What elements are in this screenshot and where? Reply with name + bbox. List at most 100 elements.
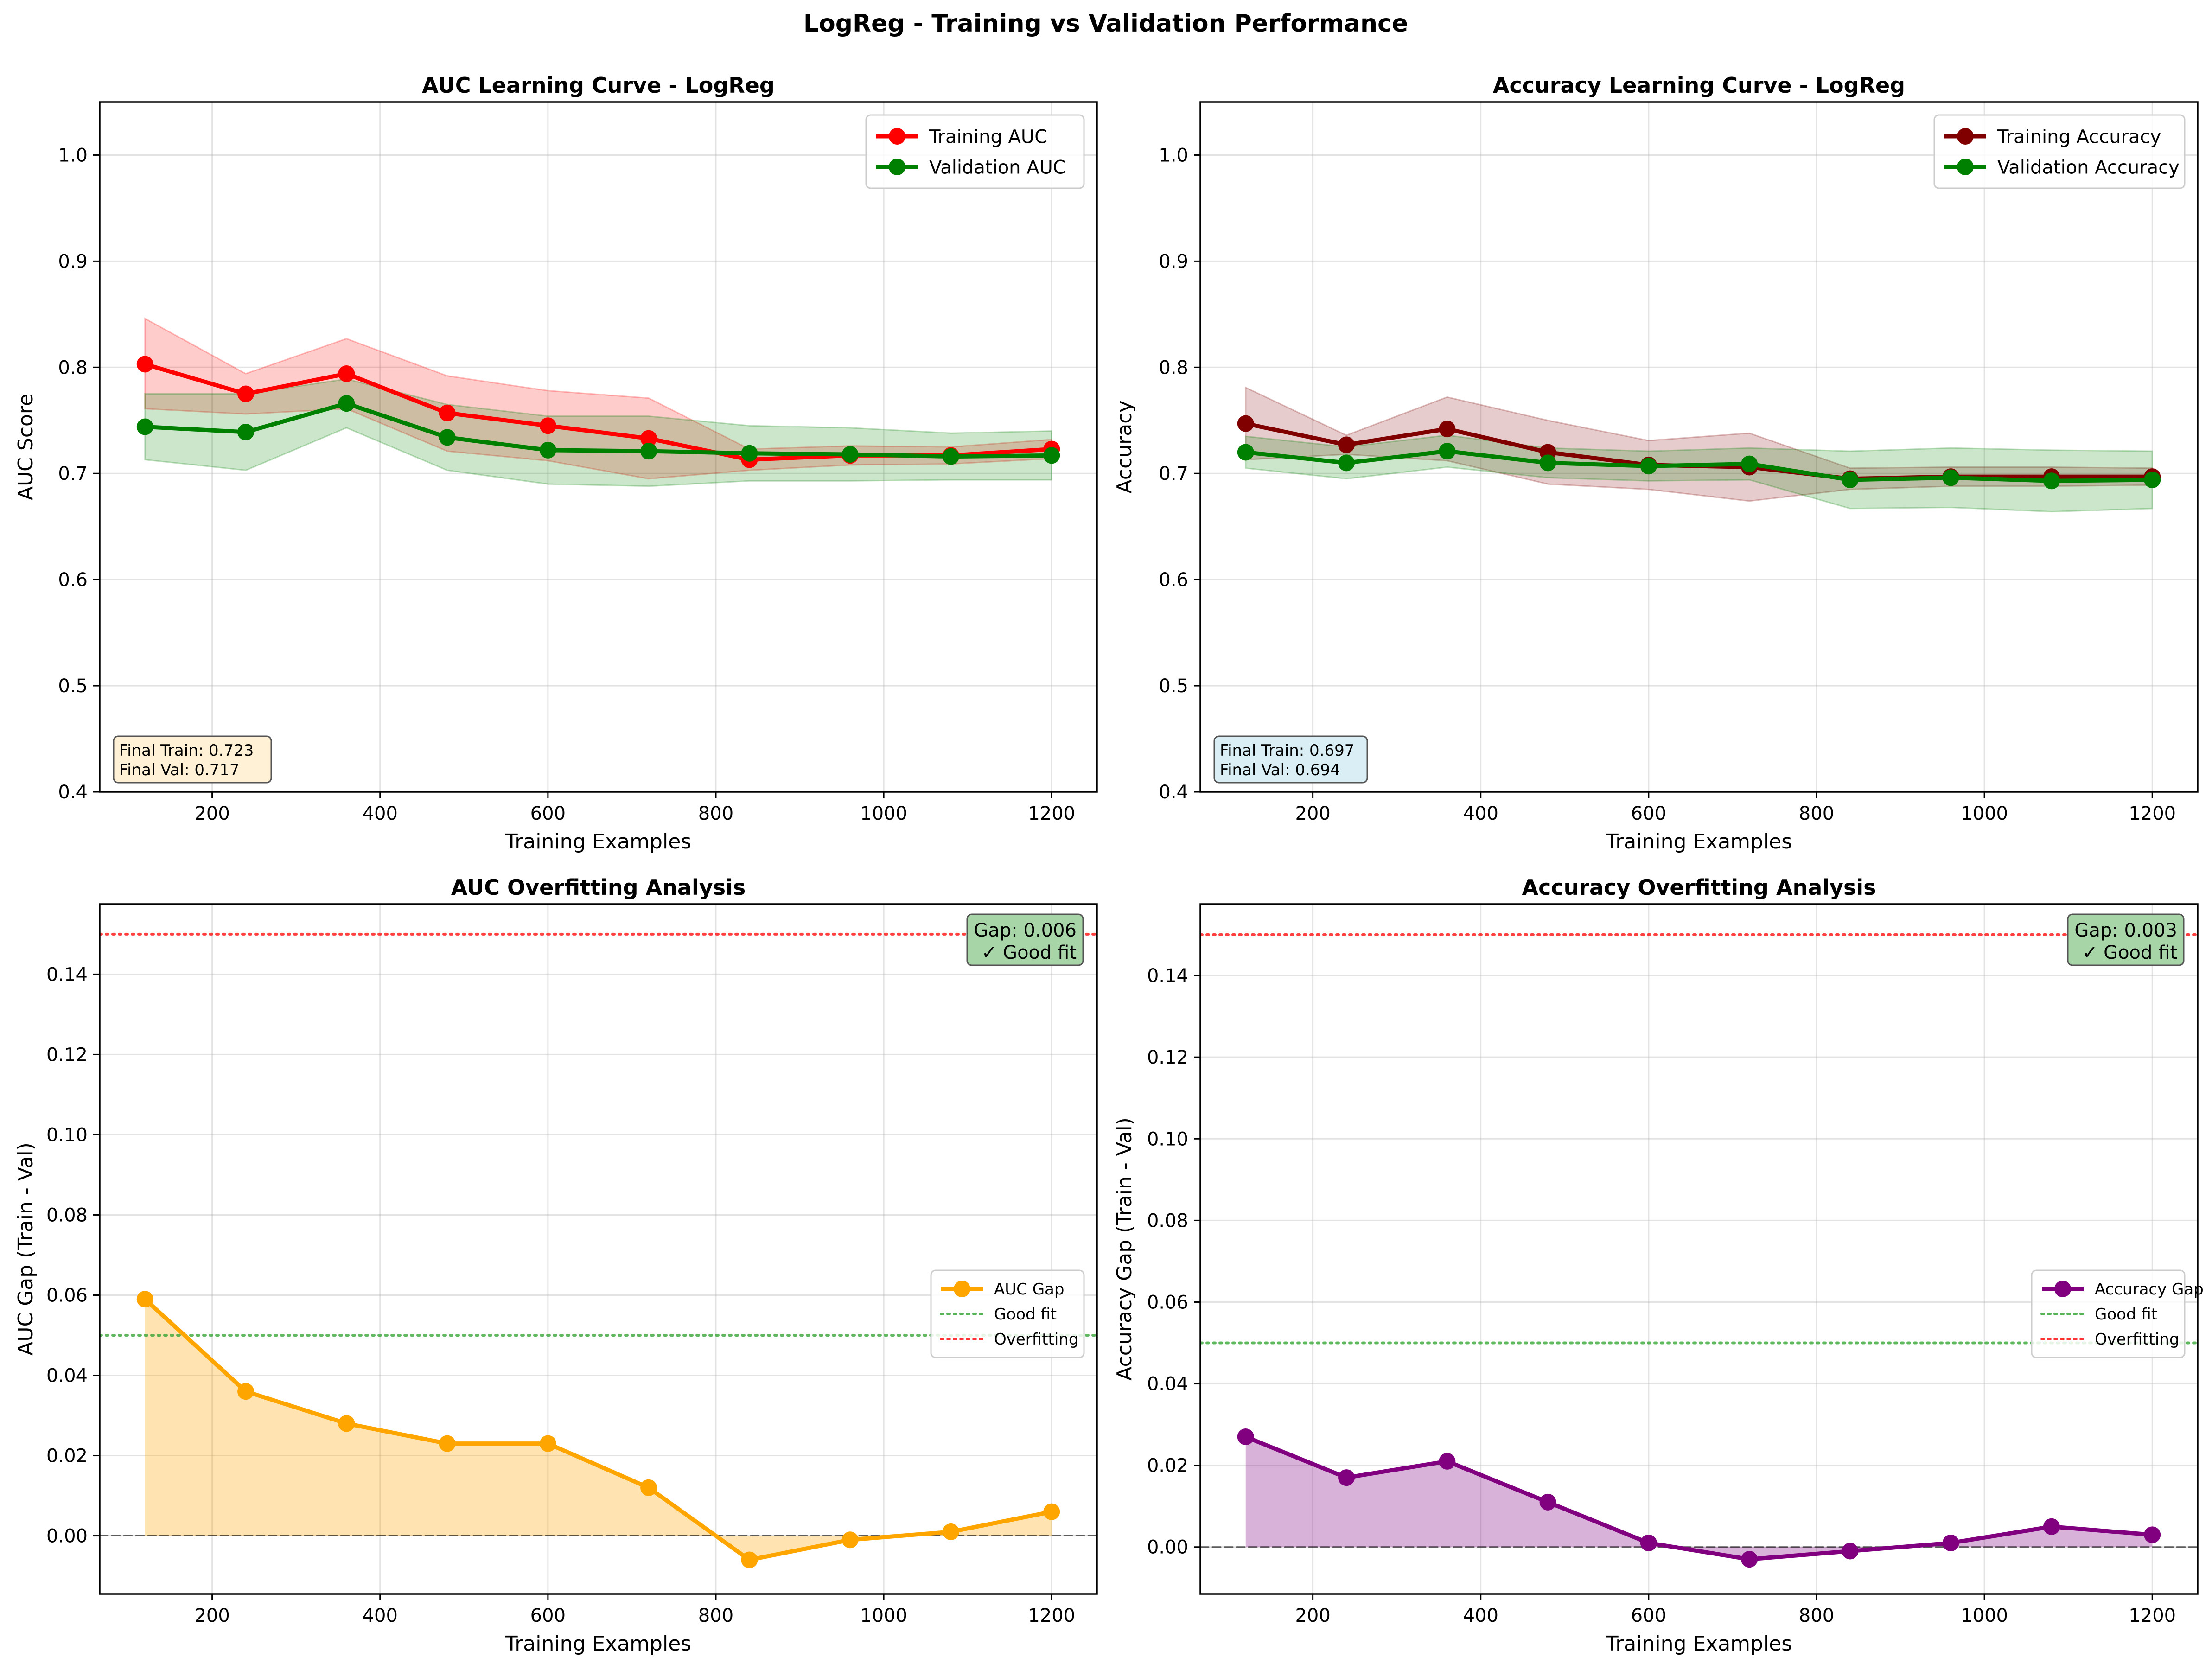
data-point [1237, 444, 1254, 461]
y-tick-label: 0.02 [46, 1446, 88, 1467]
y-axis-label: AUC Score [14, 394, 38, 500]
y-tick-label: 0.06 [46, 1285, 88, 1306]
data-point [237, 423, 255, 440]
data-point [1640, 1534, 1657, 1551]
data-point [439, 404, 456, 421]
data-point [1338, 436, 1355, 453]
data-point [2043, 472, 2060, 490]
y-tick-label: 0.4 [1159, 782, 1188, 803]
data-point [1043, 447, 1060, 464]
x-tick-label: 200 [1295, 803, 1330, 824]
legend-label: Validation AUC [929, 157, 1066, 178]
x-tick-label: 1000 [860, 803, 907, 824]
axes-frame [1199, 101, 2199, 793]
info-box [113, 735, 272, 784]
chart-title: Accuracy Overfitting Analysis [1522, 875, 1876, 900]
legend: Training AUC Validation AUC [865, 114, 1085, 189]
legend-marker [1957, 128, 1974, 145]
y-tick-label: 0.04 [1147, 1374, 1188, 1395]
legend: AUC Gap Good fit Overfitting [930, 1269, 1085, 1358]
legend-label: Overfitting [2095, 1330, 2179, 1349]
x-tick-label: 1200 [1028, 1605, 1075, 1626]
y-tick-label: 0.14 [1147, 965, 1188, 987]
x-tick-label: 800 [1799, 1605, 1834, 1626]
y-tick-label: 0.12 [1147, 1047, 1188, 1068]
data-point [439, 1435, 456, 1452]
x-tick-label: 200 [1295, 1605, 1330, 1626]
legend-marker [954, 1281, 970, 1297]
data-point [1539, 1493, 1556, 1511]
y-tick-label: 1.0 [58, 145, 88, 166]
data-point [1338, 1469, 1355, 1486]
data-point [1640, 458, 1657, 475]
data-point [237, 1383, 255, 1400]
y-tick-label: 0.8 [1159, 357, 1188, 378]
legend-frame [1933, 114, 2186, 189]
chart-title: AUC Overfitting Analysis [451, 875, 746, 900]
x-tick-label: 600 [1631, 1605, 1666, 1626]
data-point [539, 1435, 556, 1452]
y-tick-label: 0.4 [58, 782, 88, 803]
data-point [2043, 1518, 2060, 1535]
x-tick-label: 1000 [1961, 803, 2008, 824]
data-point [1237, 1428, 1254, 1446]
y-tick-label: 0.06 [1147, 1292, 1188, 1313]
gap-area [145, 1299, 1052, 1560]
status-fit-label: ✓ Good fit [982, 942, 1077, 963]
y-tick-label: 0.10 [46, 1124, 88, 1146]
x-axis-label: Training Examples [1606, 1632, 1792, 1656]
data-point [1043, 1503, 1060, 1520]
legend-label: AUC Gap [994, 1280, 1064, 1299]
y-tick-label: 0.8 [58, 357, 88, 378]
status-gap-value: Gap: 0.003 [2074, 920, 2177, 941]
data-point [741, 1551, 758, 1568]
status-gap-value: Gap: 0.006 [974, 920, 1077, 941]
y-tick-label: 0.7 [1159, 463, 1188, 484]
data-point [136, 356, 153, 373]
series-line [143, 1297, 1052, 1562]
y-tick-label: 0.6 [1159, 569, 1188, 591]
legend-marker [2054, 1281, 2071, 1297]
legend-entry: Training AUC [876, 126, 1047, 147]
legend-label: Training AUC [929, 126, 1047, 147]
legend-entry: Validation AUC [876, 157, 1066, 178]
x-tick-label: 1000 [860, 1605, 907, 1626]
y-tick-label: 0.08 [1147, 1210, 1188, 1231]
legend-marker [889, 159, 905, 175]
data-point [439, 429, 456, 446]
x-tick-label: 200 [194, 1605, 229, 1626]
x-tick-label: 200 [194, 803, 229, 824]
data-point [640, 1479, 657, 1496]
data-point [1741, 1551, 1758, 1568]
data-point [942, 1523, 959, 1540]
y-tick-label: 0.12 [46, 1044, 88, 1065]
x-tick-label: 800 [698, 803, 733, 824]
x-tick-label: 800 [698, 1605, 733, 1626]
status-fit-label: ✓ Good fit [2082, 942, 2177, 963]
y-tick-label: 0.9 [1159, 251, 1188, 272]
chart-acc_gap: 200 400 600 800 1000 1200 0.00 0.02 0.04 0.06 0.08… [1113, 875, 2204, 1656]
plot-area [100, 932, 1097, 1568]
data-point [741, 445, 758, 462]
figure-title: LogReg - Training vs Validation Performa… [803, 10, 1408, 38]
info-final-val: Final Val: 0.717 [119, 761, 240, 779]
legend-entry: Training Accuracy [1944, 126, 2161, 147]
chart-auc_gap: 200 400 600 800 1000 1200 0.00 0.02 0.04 0.06 0.08… [14, 875, 1098, 1656]
y-axis-label: Accuracy [1113, 401, 1136, 494]
data-point [841, 1531, 859, 1549]
series-line [145, 401, 1052, 459]
y-tick-label: 1.0 [1159, 145, 1188, 166]
x-tick-label: 400 [1463, 803, 1498, 824]
data-point [338, 365, 355, 382]
legend-label: Good fit [2095, 1305, 2157, 1324]
legend-marker [1957, 159, 1974, 175]
legend-entry: AUC Gap [941, 1280, 1064, 1299]
status-box [2067, 913, 2185, 966]
x-tick-label: 400 [363, 803, 398, 824]
data-point [942, 448, 959, 465]
data-point [1439, 443, 1456, 460]
legend-entry: Good fit [2040, 1305, 2157, 1324]
axes-frame [1199, 903, 2199, 1595]
x-axis-label: Training Examples [505, 1632, 691, 1656]
